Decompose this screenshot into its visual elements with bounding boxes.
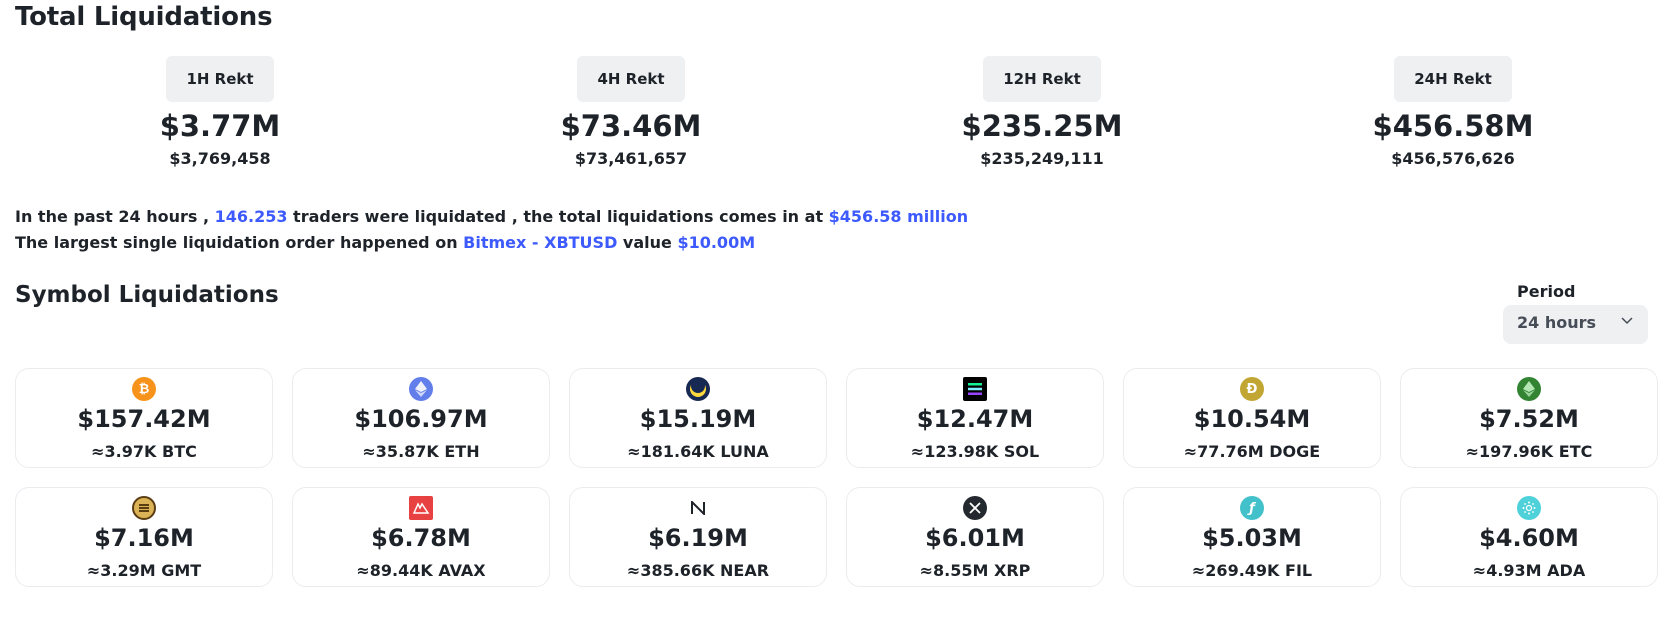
symbol-card-gmt[interactable]: $7.16M ≈3.29M GMT: [15, 487, 273, 587]
symbol-amount: ≈181.64K LUNA: [627, 442, 769, 461]
symbol-usd-value: $6.01M: [925, 524, 1025, 552]
symbol-amount: ≈123.98K SOL: [910, 442, 1040, 461]
symbol-usd-value: $157.42M: [77, 405, 211, 433]
summary-text: In the past 24 hours ,: [15, 207, 215, 226]
dogecoin-icon: Đ: [1240, 377, 1264, 401]
avalanche-icon: [409, 496, 433, 520]
symbol-amount: ≈3.97K BTC: [91, 442, 197, 461]
rekt-24h-full: $456,576,626: [1391, 149, 1515, 168]
chevron-down-icon: [1620, 313, 1634, 331]
symbol-card-near[interactable]: $6.19M ≈385.66K NEAR: [569, 487, 827, 587]
rekt-12h-label: 12H Rekt: [983, 56, 1101, 102]
rekt-1h-short: $3.77M: [159, 109, 281, 143]
rekt-1h: 1H Rekt $3.77M $3,769,458: [90, 56, 350, 168]
symbol-card-etc[interactable]: $7.52M ≈197.96K ETC: [1400, 368, 1658, 468]
symbol-card-btc[interactable]: ₿ $157.42M ≈3.97K BTC: [15, 368, 273, 468]
rekt-12h: 12H Rekt $235.25M $235,249,111: [912, 56, 1172, 168]
rekt-12h-short: $235.25M: [961, 109, 1123, 143]
symbol-amount: ≈35.87K ETH: [362, 442, 480, 461]
symbol-usd-value: $7.16M: [94, 524, 194, 552]
luna-icon: [686, 377, 710, 401]
symbol-card-avax[interactable]: $6.78M ≈89.44K AVAX: [292, 487, 550, 587]
bitcoin-icon: ₿: [132, 377, 156, 401]
rekt-summary-row: 1H Rekt $3.77M $3,769,458 4H Rekt $73.46…: [0, 56, 1670, 176]
near-icon: [686, 496, 710, 520]
symbol-amount: ≈385.66K NEAR: [626, 561, 770, 580]
period-select[interactable]: 24 hours: [1503, 305, 1648, 344]
symbol-usd-value: $10.54M: [1193, 405, 1311, 433]
largest-order-value: $10.00M: [677, 233, 756, 252]
total-liquidations-value: $456.58 million: [828, 207, 969, 226]
symbol-usd-value: $4.60M: [1479, 524, 1579, 552]
cardano-icon: [1517, 496, 1541, 520]
liquidation-summary: In the past 24 hours , 146.253 traders w…: [15, 204, 968, 256]
filecoin-icon: ƒ: [1240, 496, 1264, 520]
xrp-icon: [963, 496, 987, 520]
symbol-usd-value: $6.78M: [371, 524, 471, 552]
largest-order-exchange-link[interactable]: Bitmex - XBTUSD: [463, 233, 618, 252]
ethereum-classic-icon: [1517, 377, 1541, 401]
symbol-usd-value: $5.03M: [1202, 524, 1302, 552]
symbol-card-doge[interactable]: Đ $10.54M ≈77.76M DOGE: [1123, 368, 1381, 468]
symbol-card-eth[interactable]: $106.97M ≈35.87K ETH: [292, 368, 550, 468]
period-selected-value: 24 hours: [1517, 313, 1597, 332]
page-title: Total Liquidations: [15, 2, 273, 32]
symbol-usd-value: $6.19M: [648, 524, 748, 552]
rekt-12h-full: $235,249,111: [980, 149, 1104, 168]
symbol-amount: ≈197.96K ETC: [1465, 442, 1593, 461]
rekt-1h-full: $3,769,458: [169, 149, 271, 168]
rekt-24h: 24H Rekt $456.58M $456,576,626: [1323, 56, 1583, 168]
rekt-1h-label: 1H Rekt: [166, 56, 274, 102]
symbol-card-ada[interactable]: $4.60M ≈4.93M ADA: [1400, 487, 1658, 587]
rekt-24h-label: 24H Rekt: [1394, 56, 1512, 102]
summary-line-2: The largest single liquidation order hap…: [15, 230, 968, 256]
symbol-usd-value: $12.47M: [916, 405, 1034, 433]
section-title: Symbol Liquidations: [15, 282, 279, 308]
summary-text: traders were liquidated , the total liqu…: [287, 207, 829, 226]
symbol-amount: ≈8.55M XRP: [919, 561, 1031, 580]
symbol-usd-value: $15.19M: [639, 405, 757, 433]
period-label: Period: [1517, 282, 1576, 301]
symbol-amount: ≈77.76M DOGE: [1183, 442, 1321, 461]
gmt-icon: [132, 496, 156, 520]
rekt-4h-full: $73,461,657: [574, 149, 688, 168]
symbol-card-fil[interactable]: ƒ $5.03M ≈269.49K FIL: [1123, 487, 1381, 587]
symbol-card-xrp[interactable]: $6.01M ≈8.55M XRP: [846, 487, 1104, 587]
summary-text: value: [617, 233, 678, 252]
solana-icon: [963, 377, 987, 401]
rekt-4h-short: $73.46M: [560, 109, 702, 143]
ethereum-icon: [409, 377, 433, 401]
traders-count: 146.253: [214, 207, 288, 226]
symbol-amount: ≈3.29M GMT: [86, 561, 202, 580]
symbol-amount: ≈89.44K AVAX: [356, 561, 486, 580]
summary-line-1: In the past 24 hours , 146.253 traders w…: [15, 204, 968, 230]
summary-text: The largest single liquidation order hap…: [15, 233, 464, 252]
rekt-4h-label: 4H Rekt: [577, 56, 685, 102]
symbol-usd-value: $106.97M: [354, 405, 488, 433]
symbol-amount: ≈269.49K FIL: [1191, 561, 1313, 580]
symbol-card-sol[interactable]: $12.47M ≈123.98K SOL: [846, 368, 1104, 468]
rekt-24h-short: $456.58M: [1372, 109, 1534, 143]
rekt-4h: 4H Rekt $73.46M $73,461,657: [501, 56, 761, 168]
symbol-card-luna[interactable]: $15.19M ≈181.64K LUNA: [569, 368, 827, 468]
symbol-amount: ≈4.93M ADA: [1472, 561, 1586, 580]
symbol-usd-value: $7.52M: [1479, 405, 1579, 433]
